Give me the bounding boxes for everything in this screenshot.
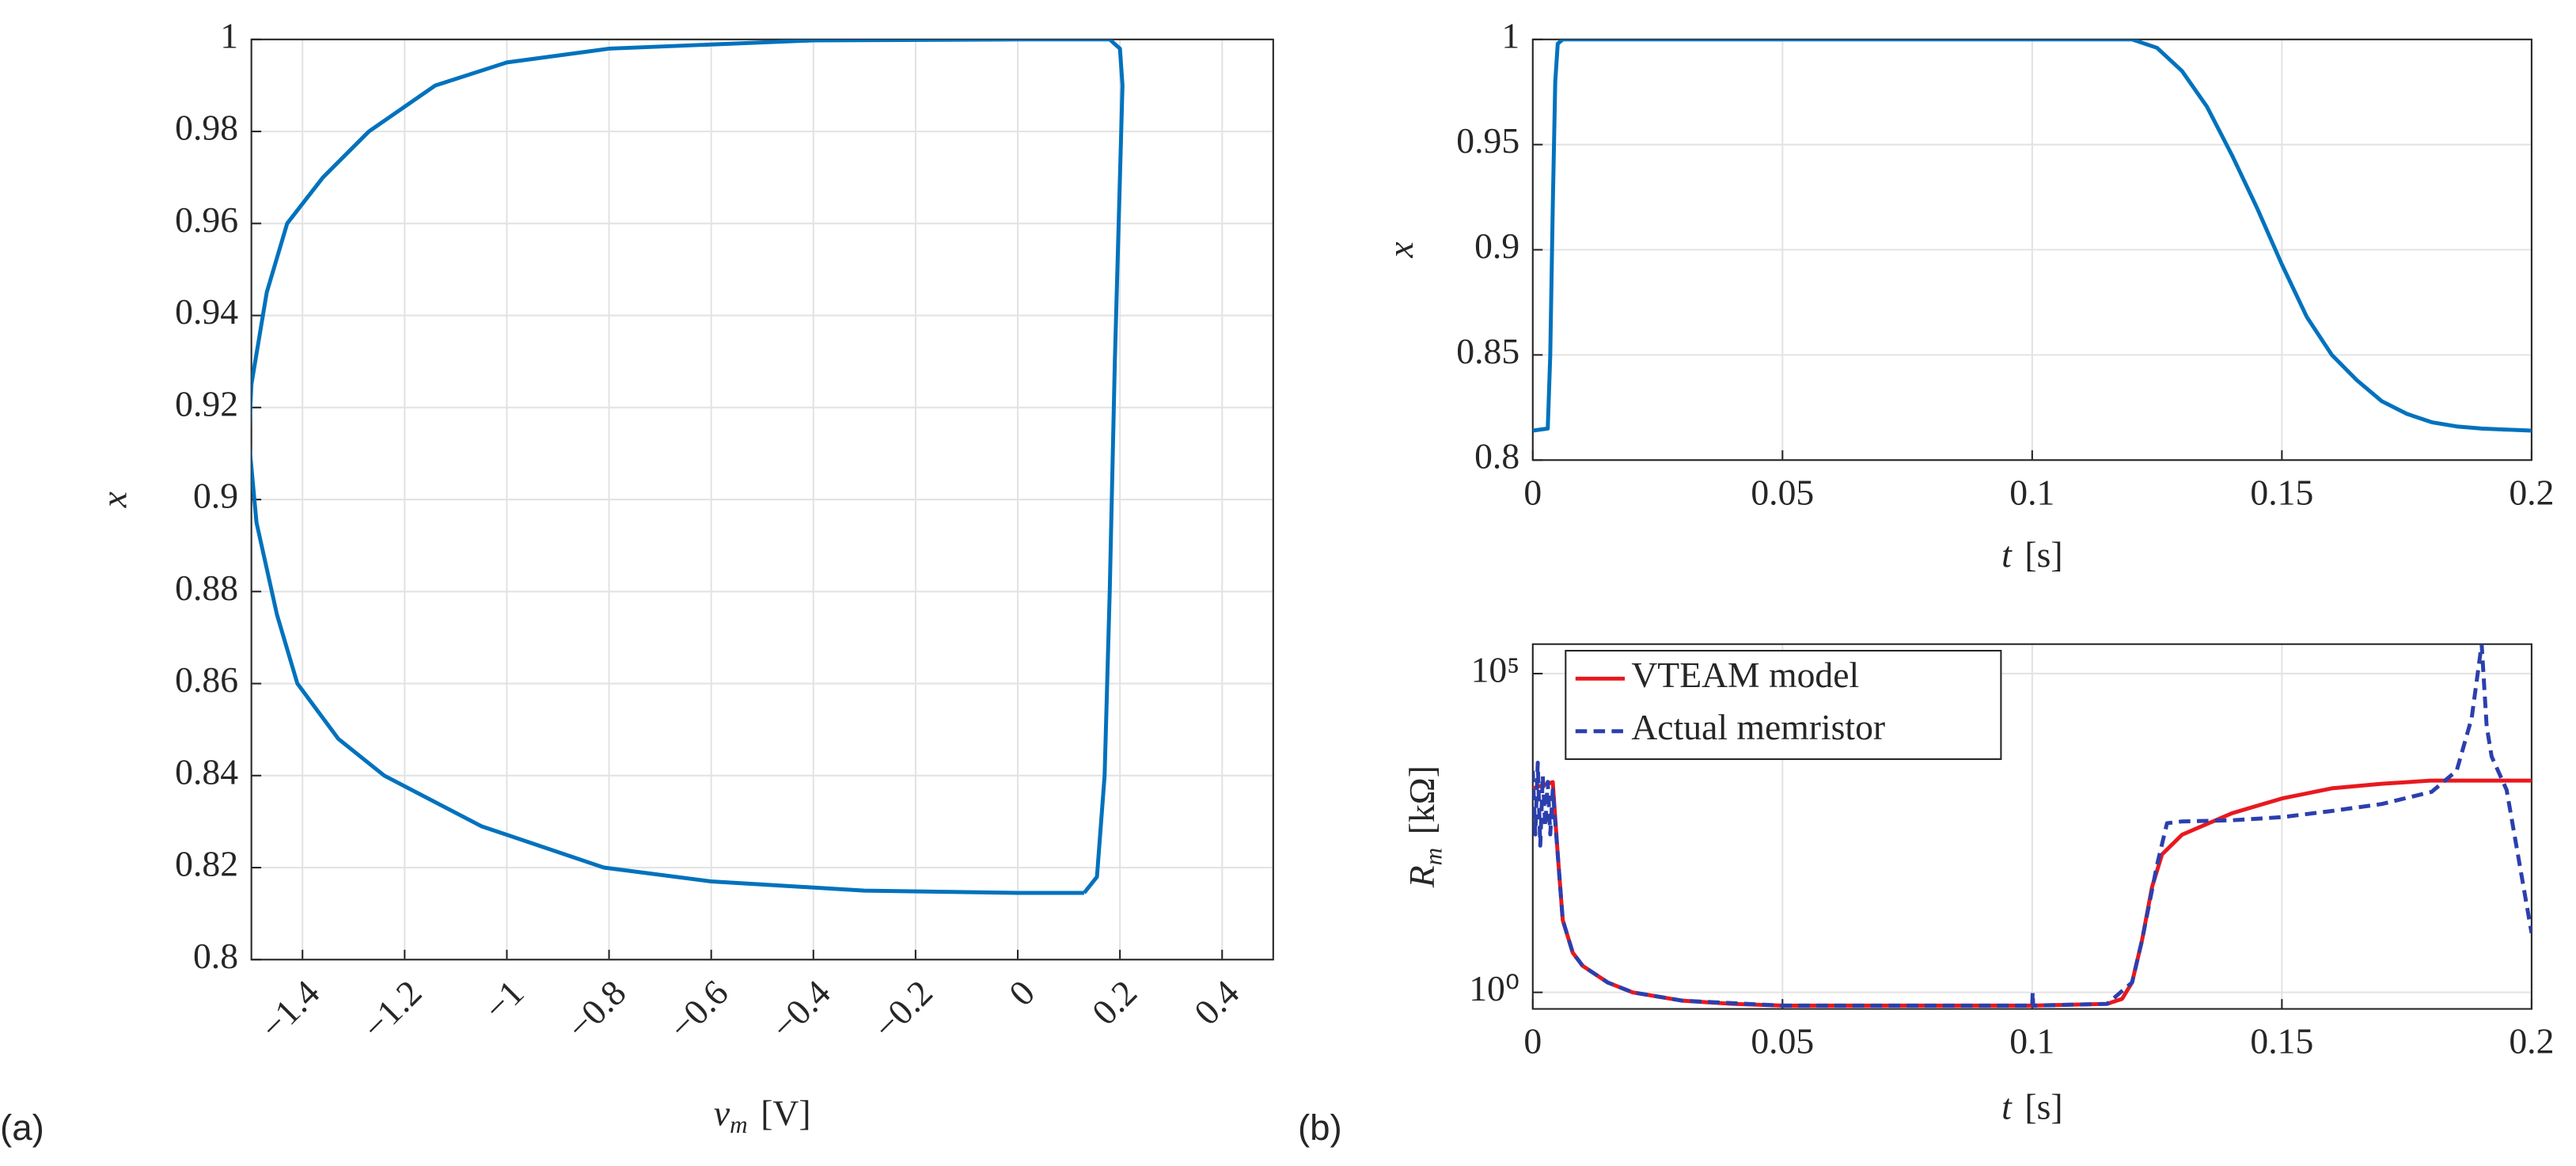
x-axis-label: t [s] [2001, 1087, 2062, 1127]
y-axis-label-part: x [94, 492, 135, 508]
y-tick-label: 0.9 [1474, 226, 1519, 266]
x-tick-label: −1 [476, 972, 531, 1027]
x-tick-label: −1.2 [355, 972, 430, 1047]
x-axis-label-part: [s] [2024, 1087, 2062, 1127]
x-tick-label: −0.6 [661, 972, 736, 1047]
x-tick-label: 0.15 [2250, 472, 2313, 512]
panel-label: (a) [0, 1107, 44, 1148]
x-tick-label: 0 [1523, 472, 1542, 512]
x-axis-label-part: [s] [2024, 534, 2062, 575]
x-tick-label: −0.2 [865, 972, 940, 1047]
y-axis-label: x [1380, 241, 1421, 258]
y-axis-label: Rm [kΩ] [1402, 765, 1447, 888]
x-tick-label: 0.2 [2509, 1021, 2554, 1062]
y-tick-label: 0.96 [175, 199, 238, 240]
y-axis-label-part: m [1419, 848, 1447, 865]
y-tick-label: 0.94 [175, 291, 238, 332]
x-tick-label: 0.2 [1084, 972, 1144, 1032]
y-tick-label: 10⁵ [1471, 649, 1520, 689]
legend: VTEAM model Actual memristor [1565, 649, 2002, 761]
x-tick-label: −0.4 [763, 972, 838, 1047]
y-tick-label: 1 [1501, 15, 1519, 55]
subplot: −1.4 −1.2 −1 −0.8 −0.6 −0.4 −0.2 0 0.2 0.4 0.8 0.82… [0, 15, 1274, 1148]
x-tick-label: 0.2 [2509, 472, 2554, 512]
y-tick-label: 10⁰ [1469, 968, 1519, 1008]
y-tick-label: 0.82 [175, 844, 238, 884]
x-tick-label: 0.15 [2250, 1021, 2313, 1062]
y-tick-label: 0.9 [193, 476, 238, 516]
x-axis-label-part: [V] [761, 1093, 810, 1134]
y-tick-label: 0.95 [1456, 120, 1519, 161]
subplot: 0 0.05 0.1 0.15 0.2 10⁰ 10⁵ VTEAM model Actual m… [1298, 643, 2554, 1148]
y-axis-label: x [94, 492, 135, 508]
data-line [1532, 644, 2532, 1008]
legend-label: VTEAM model [1631, 655, 1859, 695]
x-axis-label-part: v [714, 1093, 730, 1134]
y-tick-label: 0.98 [175, 108, 238, 148]
subplot: 0 0.05 0.1 0.15 0.2 0.8 0.85 0.9 0.95 1 t [s] x [1380, 15, 2554, 575]
y-tick-label: 0.92 [175, 383, 238, 423]
x-axis-label-part: t [2001, 1087, 2013, 1127]
y-tick-label: 0.84 [175, 751, 238, 792]
x-tick-label: 0.1 [2009, 1021, 2054, 1062]
y-axis-label-part: R [1402, 865, 1442, 888]
y-tick-label: 0.86 [175, 659, 238, 700]
x-tick-label: 0.05 [1751, 1021, 1814, 1062]
x-tick-label: 0.4 [1186, 972, 1247, 1033]
y-tick-label: 0.85 [1456, 331, 1519, 371]
axes-box [250, 38, 1274, 961]
panel-label: (b) [1298, 1107, 1342, 1148]
x-tick-label: 0 [1523, 1021, 1542, 1062]
legend-label: Actual memristor [1631, 707, 1885, 747]
axes-box [1531, 643, 2532, 1010]
x-tick-label: −1.4 [252, 972, 328, 1047]
legend-box [1565, 649, 2002, 761]
y-axis-label-part: [kΩ] [1402, 765, 1442, 834]
x-axis-label: t [s] [2001, 534, 2062, 575]
x-axis-label-part: t [2001, 534, 2013, 575]
data-line [251, 39, 1125, 895]
y-tick-label: 0.88 [175, 568, 238, 608]
y-axis-label-part: x [1380, 241, 1421, 258]
x-tick-label: 0 [1001, 972, 1042, 1013]
x-axis-label: vm [V] [714, 1093, 811, 1138]
x-tick-label: −0.8 [559, 972, 634, 1047]
x-axis-label-part: m [730, 1111, 747, 1138]
x-tick-label: 0.1 [2009, 472, 2054, 512]
y-tick-label: 0.8 [1474, 436, 1519, 477]
x-tick-label: 0.05 [1751, 472, 1814, 512]
data-line [1532, 39, 2532, 433]
y-tick-label: 1 [220, 15, 238, 55]
y-tick-label: 0.8 [193, 936, 238, 976]
